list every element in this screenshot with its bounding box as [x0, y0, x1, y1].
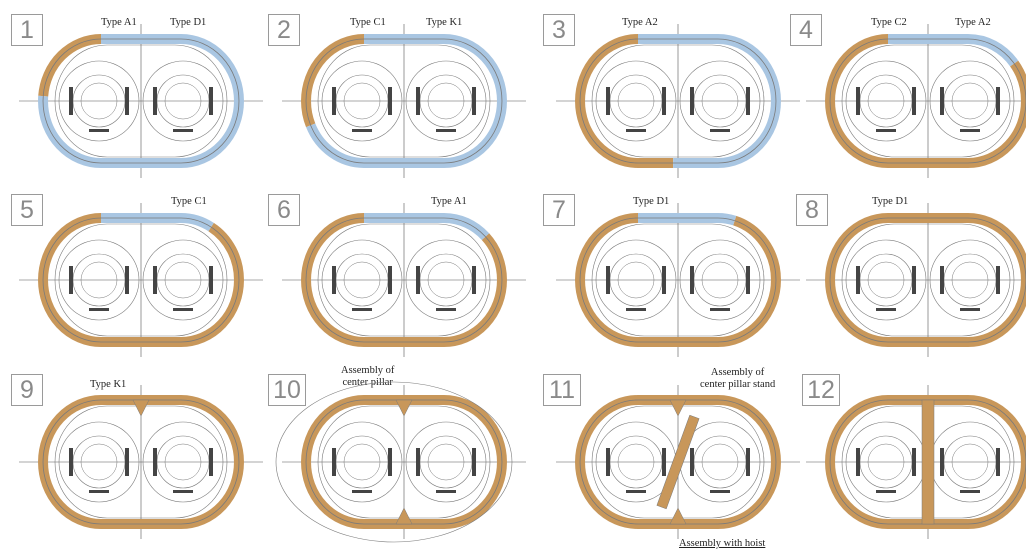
erector-machine-icon — [690, 266, 750, 311]
step-11-cross-section — [556, 385, 800, 539]
step-number-11: 11 — [543, 374, 581, 406]
erector-machine-icon — [69, 448, 129, 493]
erector-machine-icon — [153, 266, 213, 311]
step-number-7: 7 — [543, 194, 575, 226]
step-number-12: 12 — [802, 374, 840, 406]
step-number-10: 10 — [268, 374, 306, 406]
step-11-label-hoist: Assembly with hoist — [679, 538, 766, 549]
erector-machine-icon — [856, 266, 916, 311]
erector-machine-icon — [940, 448, 1000, 493]
erector-machine-icon — [856, 448, 916, 493]
step-7-cross-section — [556, 203, 800, 357]
erector-machine-icon — [332, 448, 392, 493]
erector-machine-icon — [856, 87, 916, 132]
step-4-label-type-a2: Type A2 — [955, 17, 991, 28]
step-1-label-type-a1: Type A1 — [101, 17, 137, 28]
erector-machine-icon — [416, 448, 476, 493]
step-11-label-pillar-stand: Assembly of center pillar stand — [700, 367, 776, 390]
erector-machine-icon — [690, 87, 750, 132]
step-3-label-type-a2: Type A2 — [622, 17, 658, 28]
step-7-label-type-d1: Type D1 — [633, 196, 670, 207]
erector-machine-icon — [690, 448, 750, 493]
step-number-6: 6 — [268, 194, 300, 226]
step-8-cross-section — [806, 203, 1026, 357]
step-2-label-type-k1: Type K1 — [426, 17, 463, 28]
step-12-cross-section — [806, 385, 1026, 539]
step-4-cross-section — [806, 24, 1026, 178]
erector-machine-icon — [940, 87, 1000, 132]
step-number-3: 3 — [543, 14, 575, 46]
step-9-cross-section — [19, 385, 263, 539]
erector-machine-icon — [606, 448, 666, 493]
step-6-cross-section — [282, 203, 526, 357]
step-10-cross-section — [275, 381, 526, 543]
erector-machine-icon — [69, 266, 129, 311]
step-1-cross-section — [19, 24, 263, 178]
erector-machine-icon — [69, 87, 129, 132]
step-5-label-type-c1: Type C1 — [171, 196, 207, 207]
erector-machine-icon — [416, 87, 476, 132]
step-number-8: 8 — [796, 194, 828, 226]
erector-machine-icon — [332, 266, 392, 311]
step-5-cross-section — [19, 203, 263, 357]
step-8-label-type-d1: Type D1 — [872, 196, 909, 207]
step-number-4: 4 — [790, 14, 822, 46]
erector-machine-icon — [606, 266, 666, 311]
step-number-9: 9 — [11, 374, 43, 406]
step-2-label-type-c1: Type C1 — [350, 17, 386, 28]
erector-machine-icon — [153, 448, 213, 493]
step-2-cross-section — [282, 24, 526, 178]
step-number-5: 5 — [11, 194, 43, 226]
erector-machine-icon — [416, 266, 476, 311]
erector-machine-icon — [940, 266, 1000, 311]
step-number-1: 1 — [11, 14, 43, 46]
step-6-label-type-a1: Type A1 — [431, 196, 467, 207]
step-3-cross-section — [556, 24, 800, 178]
erector-machine-icon — [332, 87, 392, 132]
step-1-label-type-d1: Type D1 — [170, 17, 207, 28]
step-4-label-type-c2: Type C2 — [871, 17, 907, 28]
step-number-2: 2 — [268, 14, 300, 46]
erector-machine-icon — [153, 87, 213, 132]
step-9-label-type-k1: Type K1 — [90, 379, 127, 390]
erector-machine-icon — [606, 87, 666, 132]
